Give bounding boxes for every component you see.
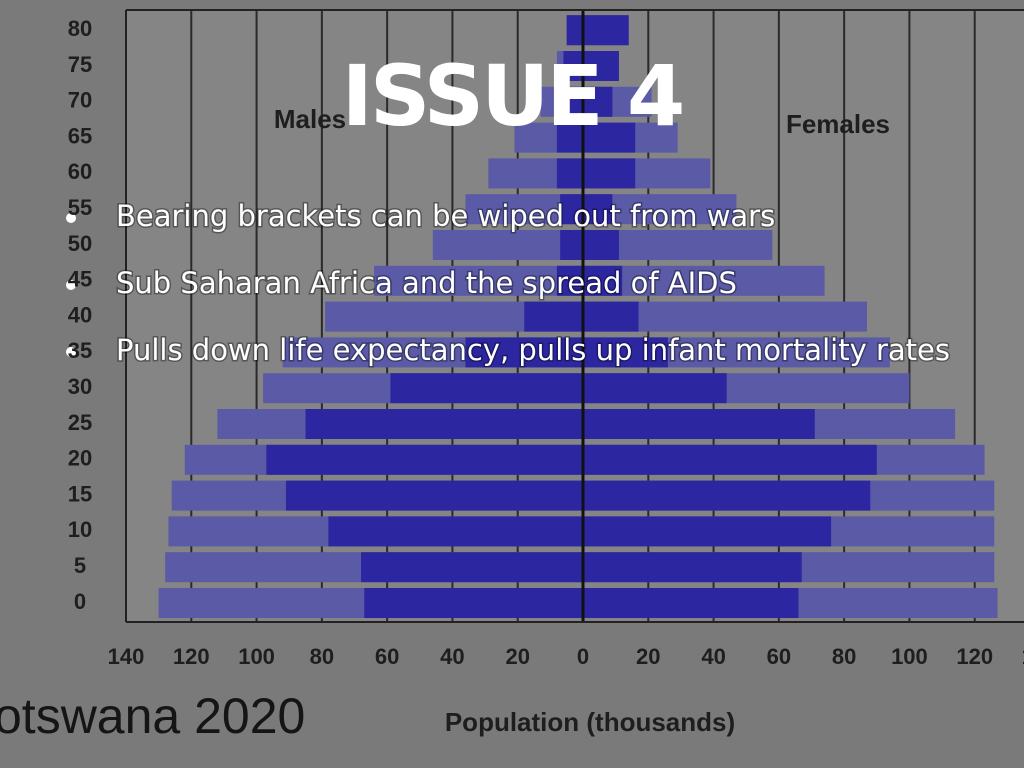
y-tick-label: 70 — [68, 88, 92, 113]
x-tick-label: 60 — [375, 644, 399, 669]
bar — [583, 337, 668, 368]
bar — [266, 444, 583, 475]
y-tick-label: 50 — [68, 231, 92, 256]
y-tick-label: 40 — [68, 302, 92, 327]
x-tick-label: 60 — [767, 644, 791, 669]
bar — [328, 516, 583, 547]
bar — [560, 86, 583, 117]
bar — [583, 122, 636, 153]
x-tick-label: 100 — [891, 644, 928, 669]
bullet-text: Pulls down life expectancy, pulls up inf… — [116, 333, 950, 367]
bullet-dot — [66, 347, 76, 357]
bullet-dot — [66, 213, 76, 223]
y-tick-label: 45 — [68, 267, 92, 292]
bar — [560, 194, 583, 225]
bar — [583, 409, 815, 439]
x-tick-label: 20 — [636, 644, 660, 669]
x-tick-label: 120 — [956, 644, 993, 669]
bar — [556, 122, 583, 153]
bar — [583, 230, 619, 260]
chart — [125, 10, 998, 622]
bar — [361, 552, 583, 583]
slide-title: ISSUE 4 — [342, 47, 683, 145]
bar — [583, 194, 613, 225]
bullet-dot — [66, 280, 76, 290]
y-tick-label: 80 — [68, 16, 92, 41]
y-tick-label: 5 — [74, 553, 86, 578]
y-tick-label: 60 — [68, 159, 92, 184]
bullet-text: Sub Saharan Africa and the spread of AID… — [116, 266, 737, 300]
bar — [583, 158, 636, 189]
bar — [524, 301, 583, 332]
y-tick-label: 30 — [68, 374, 92, 399]
x-tick-label: 40 — [701, 644, 725, 669]
bar — [583, 265, 623, 296]
y-tick-label: 65 — [68, 123, 92, 148]
bar — [566, 15, 583, 46]
y-tick-label: 0 — [74, 589, 86, 614]
x-tick-label: 140 — [1022, 644, 1024, 669]
bar — [364, 588, 583, 618]
bar — [305, 409, 583, 439]
x-tick-label: 120 — [173, 644, 210, 669]
y-tick-label: 75 — [68, 52, 92, 77]
x-tick-label: 20 — [505, 644, 529, 669]
bar — [583, 86, 613, 117]
x-tick-label: 80 — [310, 644, 334, 669]
bullet-list: Bearing brackets can be wiped out from w… — [66, 198, 951, 369]
bar — [556, 265, 583, 296]
x-tick-label: 40 — [440, 644, 464, 669]
x-tick-label: 80 — [832, 644, 856, 669]
bullet-text: Bearing brackets can be wiped out from w… — [116, 199, 775, 233]
bar — [556, 158, 583, 189]
annotation: Males — [274, 104, 346, 134]
x-axis-label: Population (thousands) — [445, 707, 735, 737]
bar — [374, 265, 583, 296]
x-tick-label: 0 — [577, 644, 589, 669]
bar — [583, 516, 832, 547]
y-tick-label: 10 — [68, 517, 92, 542]
bar — [285, 480, 583, 511]
y-tick-label: 35 — [68, 338, 92, 363]
bar — [390, 373, 583, 404]
bar — [560, 230, 583, 260]
chart-title: otswana 2020 — [0, 688, 305, 744]
bar — [583, 588, 799, 618]
annotation: Females — [786, 109, 890, 139]
y-tick-label: 25 — [68, 410, 92, 435]
x-tick-label: 100 — [238, 644, 275, 669]
bar — [583, 51, 619, 81]
bar — [583, 444, 877, 475]
bar — [465, 337, 583, 368]
bar — [583, 265, 825, 296]
y-tick-label: 15 — [68, 481, 92, 506]
y-tick-label: 20 — [68, 446, 92, 471]
y-tick-label: 55 — [68, 195, 92, 220]
bar — [583, 552, 802, 583]
bar — [432, 230, 583, 260]
bar — [583, 480, 871, 511]
bar — [583, 15, 629, 46]
bar — [583, 301, 639, 332]
bar — [583, 373, 727, 404]
bar — [563, 51, 583, 81]
x-tick-label: 140 — [108, 644, 145, 669]
